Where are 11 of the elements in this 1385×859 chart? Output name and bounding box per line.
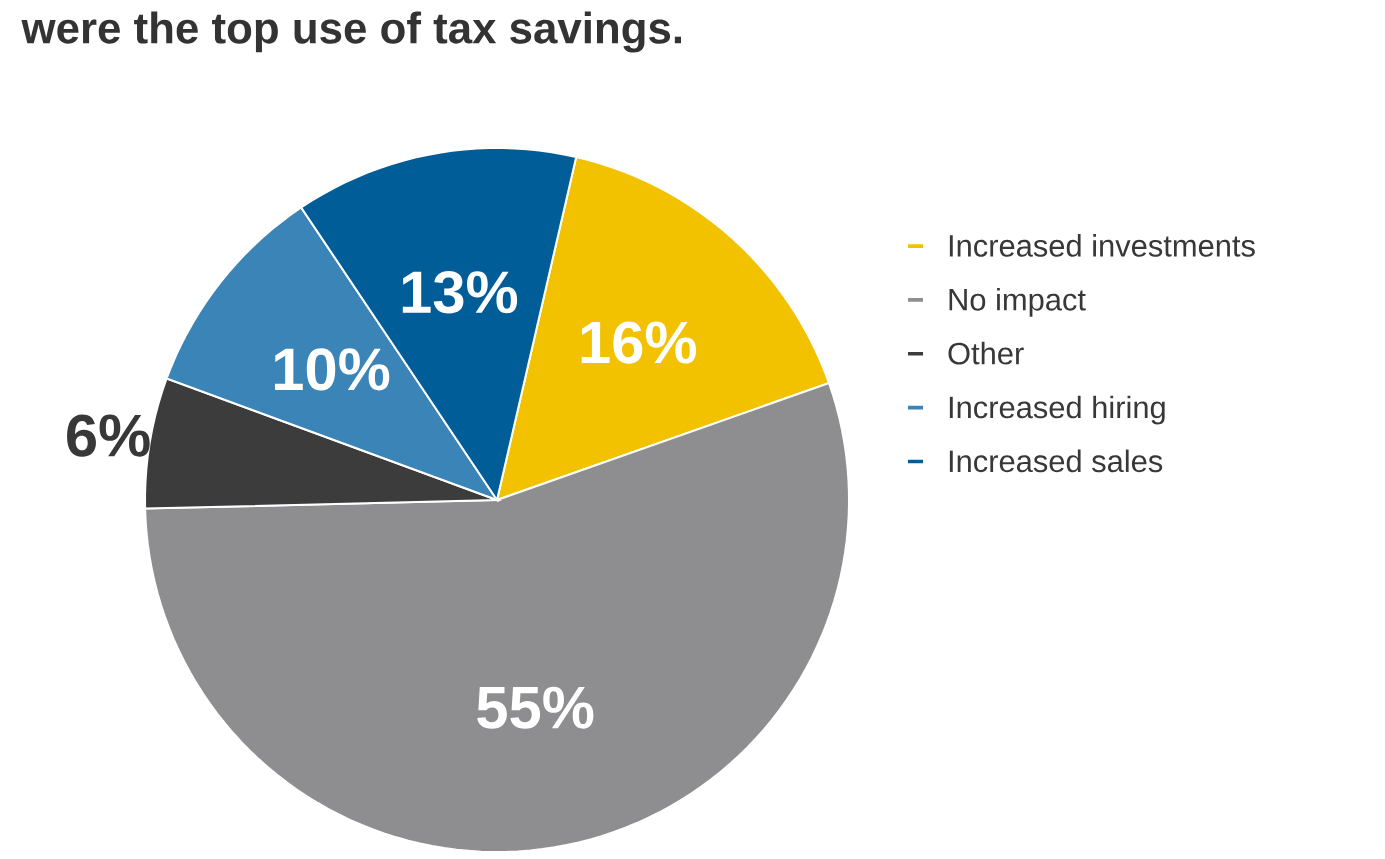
legend-label: Increased sales [949, 449, 1163, 473]
data-label: 10% [274, 348, 390, 391]
data-label: 6% [67, 414, 150, 457]
data-label: 16% [581, 321, 697, 364]
data-label: 55% [477, 686, 594, 729]
legend-label: Increased investments [949, 234, 1255, 257]
data-label: 13% [402, 271, 518, 314]
legend-label: Other [948, 341, 1024, 365]
legend-label: No impact [949, 287, 1086, 317]
legend-label: Increased hiring [949, 395, 1165, 425]
chart-title: were the top use of tax savings. [21, 11, 682, 53]
